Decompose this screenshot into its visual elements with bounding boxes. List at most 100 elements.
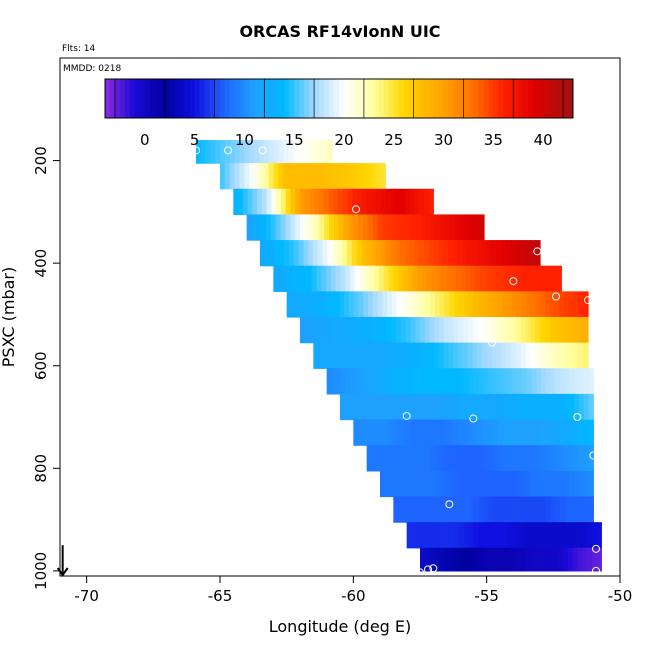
heatmap-cell: [404, 470, 410, 498]
heatmap-cell: [544, 522, 550, 549]
heatmap-cell: [559, 317, 565, 344]
heatmap-cell: [333, 317, 339, 344]
heatmap-cell: [260, 240, 266, 267]
heatmap-cell: [431, 368, 437, 395]
heatmap-cell: [491, 547, 497, 572]
heatmap-cell: [464, 393, 470, 421]
colorbar-segment: [548, 79, 554, 118]
heatmap-cell: [386, 317, 392, 344]
heatmap-cell: [353, 419, 359, 446]
heatmap-cell: [501, 522, 507, 549]
heatmap-cell: [388, 368, 394, 395]
heatmap-cell: [549, 317, 555, 344]
heatmap-cell: [545, 445, 551, 472]
colorbar-segment: [438, 79, 445, 118]
heatmap-cell: [479, 265, 486, 292]
heatmap-cell: [292, 163, 299, 190]
heatmap-cell: [487, 317, 493, 344]
heatmap-cell: [443, 470, 449, 498]
heatmap-cell: [395, 188, 401, 216]
colorbar-tick-label: 35: [484, 131, 503, 149]
heatmap-cell: [492, 291, 498, 318]
heatmap-cell: [413, 470, 420, 498]
heatmap-cell: [569, 393, 575, 421]
heatmap-cell: [446, 265, 452, 292]
heatmap-cell: [346, 240, 353, 267]
heatmap-cell: [568, 317, 575, 344]
heatmap-cell: [535, 240, 541, 267]
heatmap-cell: [398, 368, 404, 395]
colorbar-segment: [463, 79, 469, 118]
heatmap-cell: [428, 342, 435, 369]
heatmap-cell: [564, 496, 571, 523]
heatmap-cell: [540, 393, 547, 421]
heatmap-cell: [440, 496, 447, 523]
heatmap-cell: [362, 317, 368, 344]
heatmap-cell: [246, 214, 253, 241]
heatmap-cell: [378, 265, 385, 292]
heatmap-cell: [486, 547, 493, 572]
heatmap-cell: [492, 445, 498, 472]
heatmap-cell: [372, 214, 379, 241]
colorbar-segment: [353, 79, 360, 118]
heatmap-cell: [420, 547, 426, 572]
heatmap-cell: [392, 393, 398, 421]
heatmap-cell: [468, 522, 474, 549]
heatmap-cell: [434, 547, 440, 572]
heatmap-cell: [564, 368, 571, 395]
heatmap-cell: [439, 291, 446, 318]
heatmap-cell: [587, 547, 593, 572]
heatmap-cell: [352, 317, 359, 344]
heatmap-cell: [405, 445, 411, 472]
heatmap-cell: [380, 188, 387, 216]
heatmap-cell: [200, 140, 207, 164]
heatmap-cell: [372, 291, 379, 318]
heatmap-cell: [559, 470, 565, 498]
heatmap-cell: [268, 163, 275, 190]
colorbar-segment: [164, 79, 171, 118]
heatmap-cell: [458, 547, 464, 572]
colorbar-segment: [433, 79, 440, 118]
heatmap-cell: [542, 265, 548, 292]
heatmap-cell: [350, 368, 356, 395]
heatmap-cell: [258, 163, 265, 190]
colorbar-segment: [408, 79, 415, 118]
heatmap-cell: [383, 368, 390, 395]
heatmap-cell: [564, 419, 570, 446]
heatmap-cell: [501, 291, 508, 318]
heatmap-cell: [374, 265, 380, 292]
heatmap-cell: [395, 445, 402, 472]
colorbar-segment: [553, 79, 559, 118]
heatmap-cell: [591, 547, 598, 572]
heatmap-cell: [239, 140, 246, 164]
heatmap-cell: [423, 470, 430, 498]
heatmap-cell: [506, 470, 512, 498]
heatmap-cell: [587, 522, 593, 549]
heatmap-cell: [591, 522, 598, 549]
colorbar-segment: [498, 79, 504, 118]
heatmap-cell: [548, 547, 555, 572]
heatmap-cell: [445, 393, 451, 421]
heatmap-cell: [459, 214, 466, 241]
colorbar-segment: [503, 79, 509, 118]
heatmap-cell: [544, 291, 551, 318]
heatmap-cell: [458, 291, 465, 318]
heatmap-cell: [273, 265, 279, 292]
heatmap-cell: [353, 214, 359, 241]
heatmap-cell: [468, 317, 474, 344]
heatmap-cell: [356, 163, 362, 190]
heatmap-cell: [297, 265, 303, 292]
heatmap-cell: [463, 291, 470, 318]
observation-point: [469, 414, 478, 423]
heatmap-cell: [457, 342, 464, 369]
heatmap-cell: [317, 163, 323, 190]
heatmap-cell: [596, 522, 602, 549]
colorbar-segment: [563, 79, 569, 118]
heatmap-cell: [372, 419, 378, 446]
colorbar-segment: [533, 79, 539, 118]
heatmap-cell: [530, 240, 536, 267]
heatmap-cell: [502, 393, 508, 421]
heatmap-cell: [449, 419, 455, 446]
heatmap-cell: [467, 445, 474, 472]
